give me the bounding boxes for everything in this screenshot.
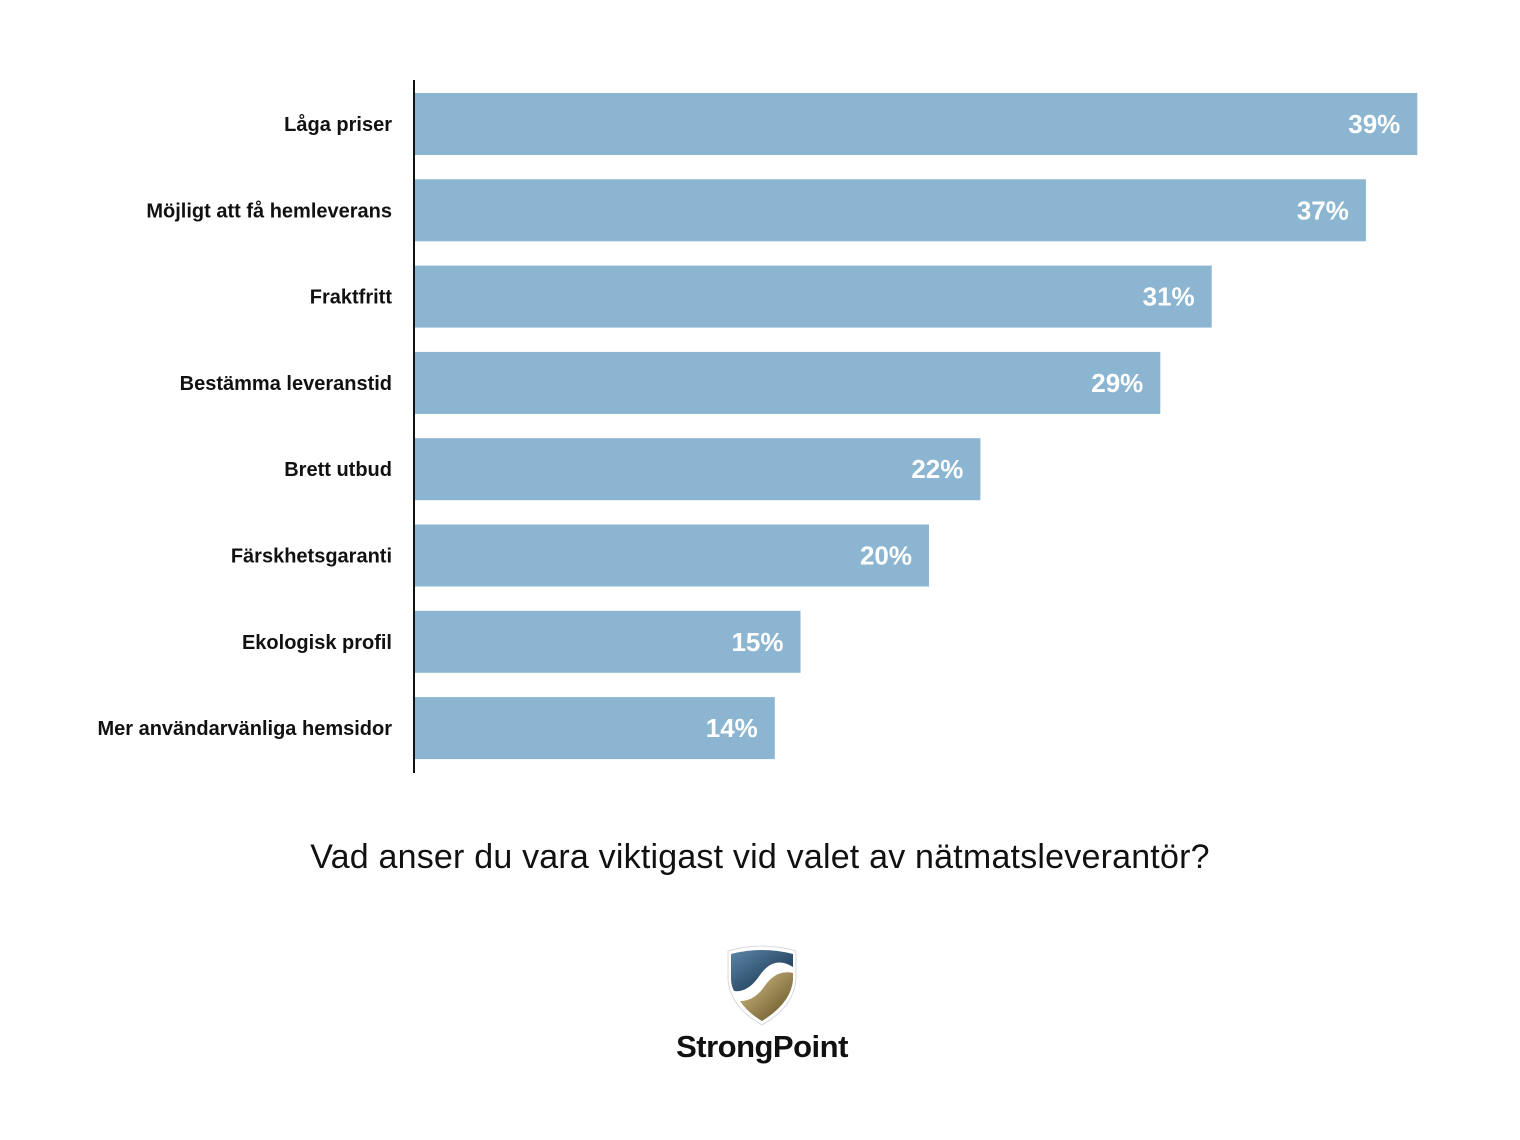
bar [415, 351, 1161, 414]
bar-chart: 39% 37% 31% 29% 22% 20% 15% 14% Låga priser Möjl… [97, 80, 1418, 773]
category-label: Låga priser [284, 113, 392, 136]
bar-value-label: 15% [731, 627, 783, 657]
strongpoint-logo: StrongPoint [660, 945, 860, 1075]
bar-value-label: 14% [706, 713, 758, 743]
bar [415, 438, 981, 501]
bar-value-label: 31% [1143, 282, 1195, 312]
category-label: Brett utbud [284, 459, 392, 481]
bar-value-label: 39% [1348, 109, 1400, 139]
bar [415, 610, 801, 673]
shield-logo-icon [727, 945, 797, 1026]
category-label: Fraktfritt [310, 287, 393, 309]
bar-value-label: 29% [1091, 368, 1143, 398]
logo-wordmark: StrongPoint [676, 1029, 848, 1064]
bar-value-label: 37% [1297, 195, 1349, 225]
category-label: Möjligt att få hemleverans [146, 199, 392, 222]
category-label: Bestämma leveranstid [180, 373, 392, 395]
bar [415, 93, 1418, 155]
chart-question-title: Vad anser du vara viktigast vid valet av… [310, 838, 1210, 876]
category-labels-layer: Låga priser Möjligt att få hemleverans Fra… [97, 113, 392, 740]
bar-value-label: 22% [911, 454, 963, 484]
category-label: Mer användarvänliga hemsidor [97, 718, 392, 740]
bar-value-label: 20% [860, 541, 912, 571]
category-label: Färskhetsgaranti [231, 546, 392, 568]
bar [415, 265, 1212, 328]
bars-layer: 39% 37% 31% 29% 22% 20% 15% 14% [415, 93, 1418, 760]
bar [415, 697, 775, 760]
category-label: Ekologisk profil [242, 632, 392, 654]
bar [415, 524, 929, 587]
bar [415, 179, 1366, 242]
